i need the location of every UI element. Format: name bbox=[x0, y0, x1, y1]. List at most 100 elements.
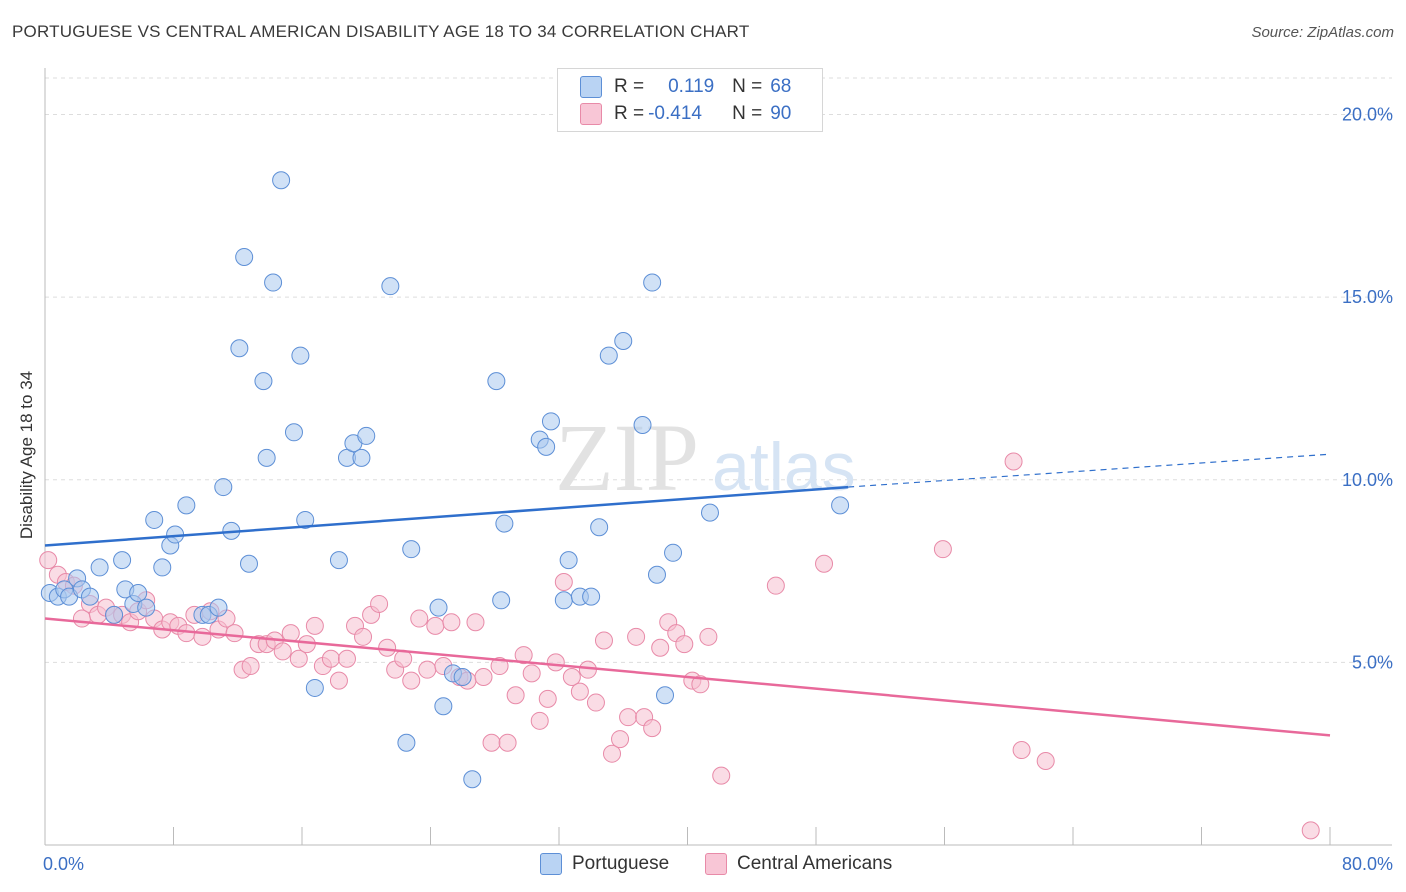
central-americans-point bbox=[1036, 751, 1055, 770]
portuguese-point bbox=[487, 372, 506, 391]
portuguese-point bbox=[105, 605, 124, 624]
central-americans-point bbox=[410, 609, 429, 628]
central-americans-point bbox=[554, 573, 573, 592]
bottom-legend-central: Central Americans bbox=[705, 852, 892, 876]
central-americans-point bbox=[442, 613, 461, 632]
central-americans-point bbox=[1301, 821, 1320, 840]
portuguese-point bbox=[357, 426, 376, 445]
portuguese-point bbox=[537, 437, 556, 456]
portuguese-point bbox=[254, 372, 273, 391]
portuguese-point bbox=[397, 733, 416, 752]
central-americans-point bbox=[546, 653, 565, 672]
portuguese-point bbox=[145, 510, 164, 529]
portuguese-point bbox=[434, 697, 453, 716]
central-americans-point bbox=[1012, 741, 1031, 760]
legend-n-value: 68 bbox=[770, 76, 792, 97]
portuguese-point bbox=[599, 346, 618, 365]
portuguese-point bbox=[541, 412, 560, 431]
source-label: Source: ZipAtlas.com bbox=[1251, 24, 1394, 41]
portuguese-point bbox=[329, 551, 348, 570]
portuguese-points bbox=[40, 171, 850, 789]
portuguese-point bbox=[230, 339, 249, 358]
central-americans-point bbox=[273, 642, 292, 661]
portuguese-point bbox=[554, 591, 573, 610]
legend-row-portuguese: R = 0.119 N = 68 bbox=[580, 73, 791, 101]
portuguese-point bbox=[831, 496, 850, 515]
watermark-atlas: atlas bbox=[712, 429, 856, 505]
portuguese-point bbox=[700, 503, 719, 522]
central-americans-point bbox=[354, 627, 373, 646]
portuguese-point bbox=[647, 565, 666, 584]
central-americans-point bbox=[514, 646, 533, 665]
tick-labels: 5.0% 10.0% 15.0% 20.0% 0.0% 80.0% bbox=[43, 105, 1393, 874]
portuguese-point bbox=[643, 273, 662, 292]
central-americans-point bbox=[562, 667, 581, 686]
portuguese-point bbox=[209, 598, 228, 617]
portuguese-point bbox=[453, 667, 472, 686]
portuguese-point bbox=[352, 448, 371, 467]
portuguese-point bbox=[177, 496, 196, 515]
y-tick-label: 5.0% bbox=[1352, 652, 1393, 672]
portuguese-point bbox=[656, 686, 675, 705]
central-americans-point bbox=[289, 649, 308, 668]
central-americans-point bbox=[651, 638, 670, 657]
portuguese-point bbox=[153, 558, 172, 577]
grid-lines bbox=[45, 77, 1392, 663]
central-americans-point bbox=[522, 664, 541, 683]
portuguese-point bbox=[80, 587, 99, 606]
central-americans-point bbox=[586, 693, 605, 712]
central-americans-point bbox=[611, 730, 630, 749]
portuguese-point bbox=[296, 510, 315, 529]
portuguese-point bbox=[664, 543, 683, 562]
central-americans-point bbox=[39, 551, 58, 570]
portuguese-point bbox=[90, 558, 109, 577]
axes bbox=[44, 68, 1392, 846]
central-americans-point bbox=[225, 624, 244, 643]
central-americans-point bbox=[337, 649, 356, 668]
central-americans-point bbox=[530, 711, 549, 730]
central-americans-point bbox=[619, 708, 638, 727]
portuguese-point bbox=[429, 598, 448, 617]
portuguese-point bbox=[113, 551, 132, 570]
portuguese-point bbox=[614, 331, 633, 350]
portuguese-point bbox=[463, 770, 482, 789]
central-americans-point bbox=[402, 671, 421, 690]
portuguese-point bbox=[272, 171, 291, 190]
central-americans-point bbox=[474, 667, 493, 686]
central-americans-point bbox=[241, 657, 260, 676]
central-americans-point bbox=[603, 744, 622, 763]
legend-r-label: R = bbox=[614, 103, 645, 124]
central-americans-point bbox=[594, 631, 613, 650]
bottom-legend-portuguese-label: Portuguese bbox=[572, 853, 670, 874]
portuguese-point bbox=[495, 514, 514, 533]
central-americans-point bbox=[538, 689, 557, 708]
portuguese-point bbox=[235, 247, 254, 266]
portuguese-swatch bbox=[580, 76, 602, 98]
central-americans-point bbox=[691, 675, 710, 694]
bottom-legend-central-label: Central Americans bbox=[737, 853, 893, 874]
central-americans-point bbox=[321, 649, 340, 668]
portuguese-point bbox=[381, 277, 400, 296]
central-americans-point bbox=[1004, 452, 1023, 471]
portuguese-point bbox=[492, 591, 511, 610]
central-americans-point bbox=[329, 671, 348, 690]
portuguese-point bbox=[590, 518, 609, 537]
central-americans-point bbox=[498, 733, 517, 752]
central-americans-point bbox=[370, 594, 389, 613]
x-tick-label-max: 80.0% bbox=[1342, 854, 1393, 874]
central-americans-point bbox=[305, 616, 324, 635]
central-swatch bbox=[705, 853, 727, 875]
legend-r-value: -0.414 bbox=[648, 103, 702, 124]
portuguese-point bbox=[291, 346, 310, 365]
chart-title: PORTUGUESE VS CENTRAL AMERICAN DISABILIT… bbox=[12, 22, 750, 41]
legend-n-value: 90 bbox=[770, 103, 792, 124]
y-tick-label: 20.0% bbox=[1342, 105, 1393, 125]
y-tick-label: 10.0% bbox=[1342, 470, 1393, 490]
portuguese-point bbox=[402, 540, 421, 559]
x-tick-label-min: 0.0% bbox=[43, 854, 84, 874]
central-americans-point bbox=[570, 682, 589, 701]
portuguese-point bbox=[305, 678, 324, 697]
watermark: ZIP atlas bbox=[555, 404, 856, 511]
central-americans-point bbox=[426, 616, 445, 635]
